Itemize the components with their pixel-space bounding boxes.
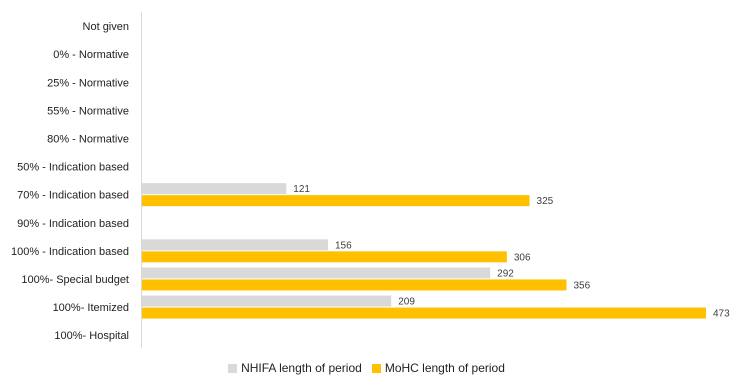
- bar-nhifa-100-itemized: [142, 295, 392, 307]
- category-label-0-normative: 0% - Normative: [53, 49, 129, 61]
- legend: NHIFA length of period MoHC length of pe…: [0, 359, 733, 377]
- category-label-100-itemized: 100%- Itemized: [53, 302, 129, 314]
- category-labels: Not given 0% - Normative 25% - Normative 55…: [11, 21, 129, 342]
- legend-label-mohc: MoHC length of period: [384, 361, 505, 375]
- category-label-80-normative: 80% - Normative: [47, 133, 129, 145]
- category-label-70-indication-based: 70% - Indication based: [17, 190, 129, 202]
- legend-item-nhifa: NHIFA length of period: [228, 361, 362, 375]
- value-label-nhifa-100-itemized: 209: [398, 297, 415, 308]
- bar-nhifa-100-special-budget: [142, 267, 491, 279]
- value-label-nhifa-100-indication-based: 156: [335, 240, 352, 251]
- bar-nhifa-100-indication-based: [142, 239, 329, 251]
- category-label-not-given: Not given: [83, 21, 129, 33]
- legend-item-mohc: MoHC length of period: [371, 361, 505, 375]
- category-label-55-normative: 55% - Normative: [47, 105, 129, 117]
- value-label-mohc-70-indication-based: 325: [537, 196, 554, 207]
- bars: [142, 183, 706, 319]
- category-label-100-indication-based: 100% - Indication based: [11, 246, 129, 258]
- value-label-nhifa-70-indication-based: 121: [293, 184, 310, 195]
- bar-mohc-100-indication-based: [142, 251, 507, 263]
- bar-mohc-100-itemized: [142, 307, 706, 319]
- bar-nhifa-70-indication-based: [142, 183, 287, 195]
- category-label-90-indication-based: 90% - Indication based: [17, 218, 129, 230]
- value-label-mohc-100-special-budget: 356: [573, 280, 590, 291]
- category-label-50-indication-based: 50% - Indication based: [17, 162, 129, 174]
- bar-mohc-100-special-budget: [142, 279, 567, 291]
- category-label-100-hospital: 100%- Hospital: [54, 330, 129, 342]
- value-label-mohc-100-itemized: 473: [713, 309, 730, 320]
- legend-swatch-nhifa: [228, 363, 238, 373]
- category-label-100-special-budget: 100%- Special budget: [21, 274, 129, 286]
- value-label-mohc-100-indication-based: 306: [514, 252, 531, 263]
- category-label-25-normative: 25% - Normative: [47, 77, 129, 89]
- bar-mohc-70-indication-based: [142, 195, 530, 207]
- legend-swatch-mohc: [371, 363, 381, 373]
- value-label-nhifa-100-special-budget: 292: [497, 268, 514, 279]
- legend-label-nhifa: NHIFA length of period: [241, 361, 362, 375]
